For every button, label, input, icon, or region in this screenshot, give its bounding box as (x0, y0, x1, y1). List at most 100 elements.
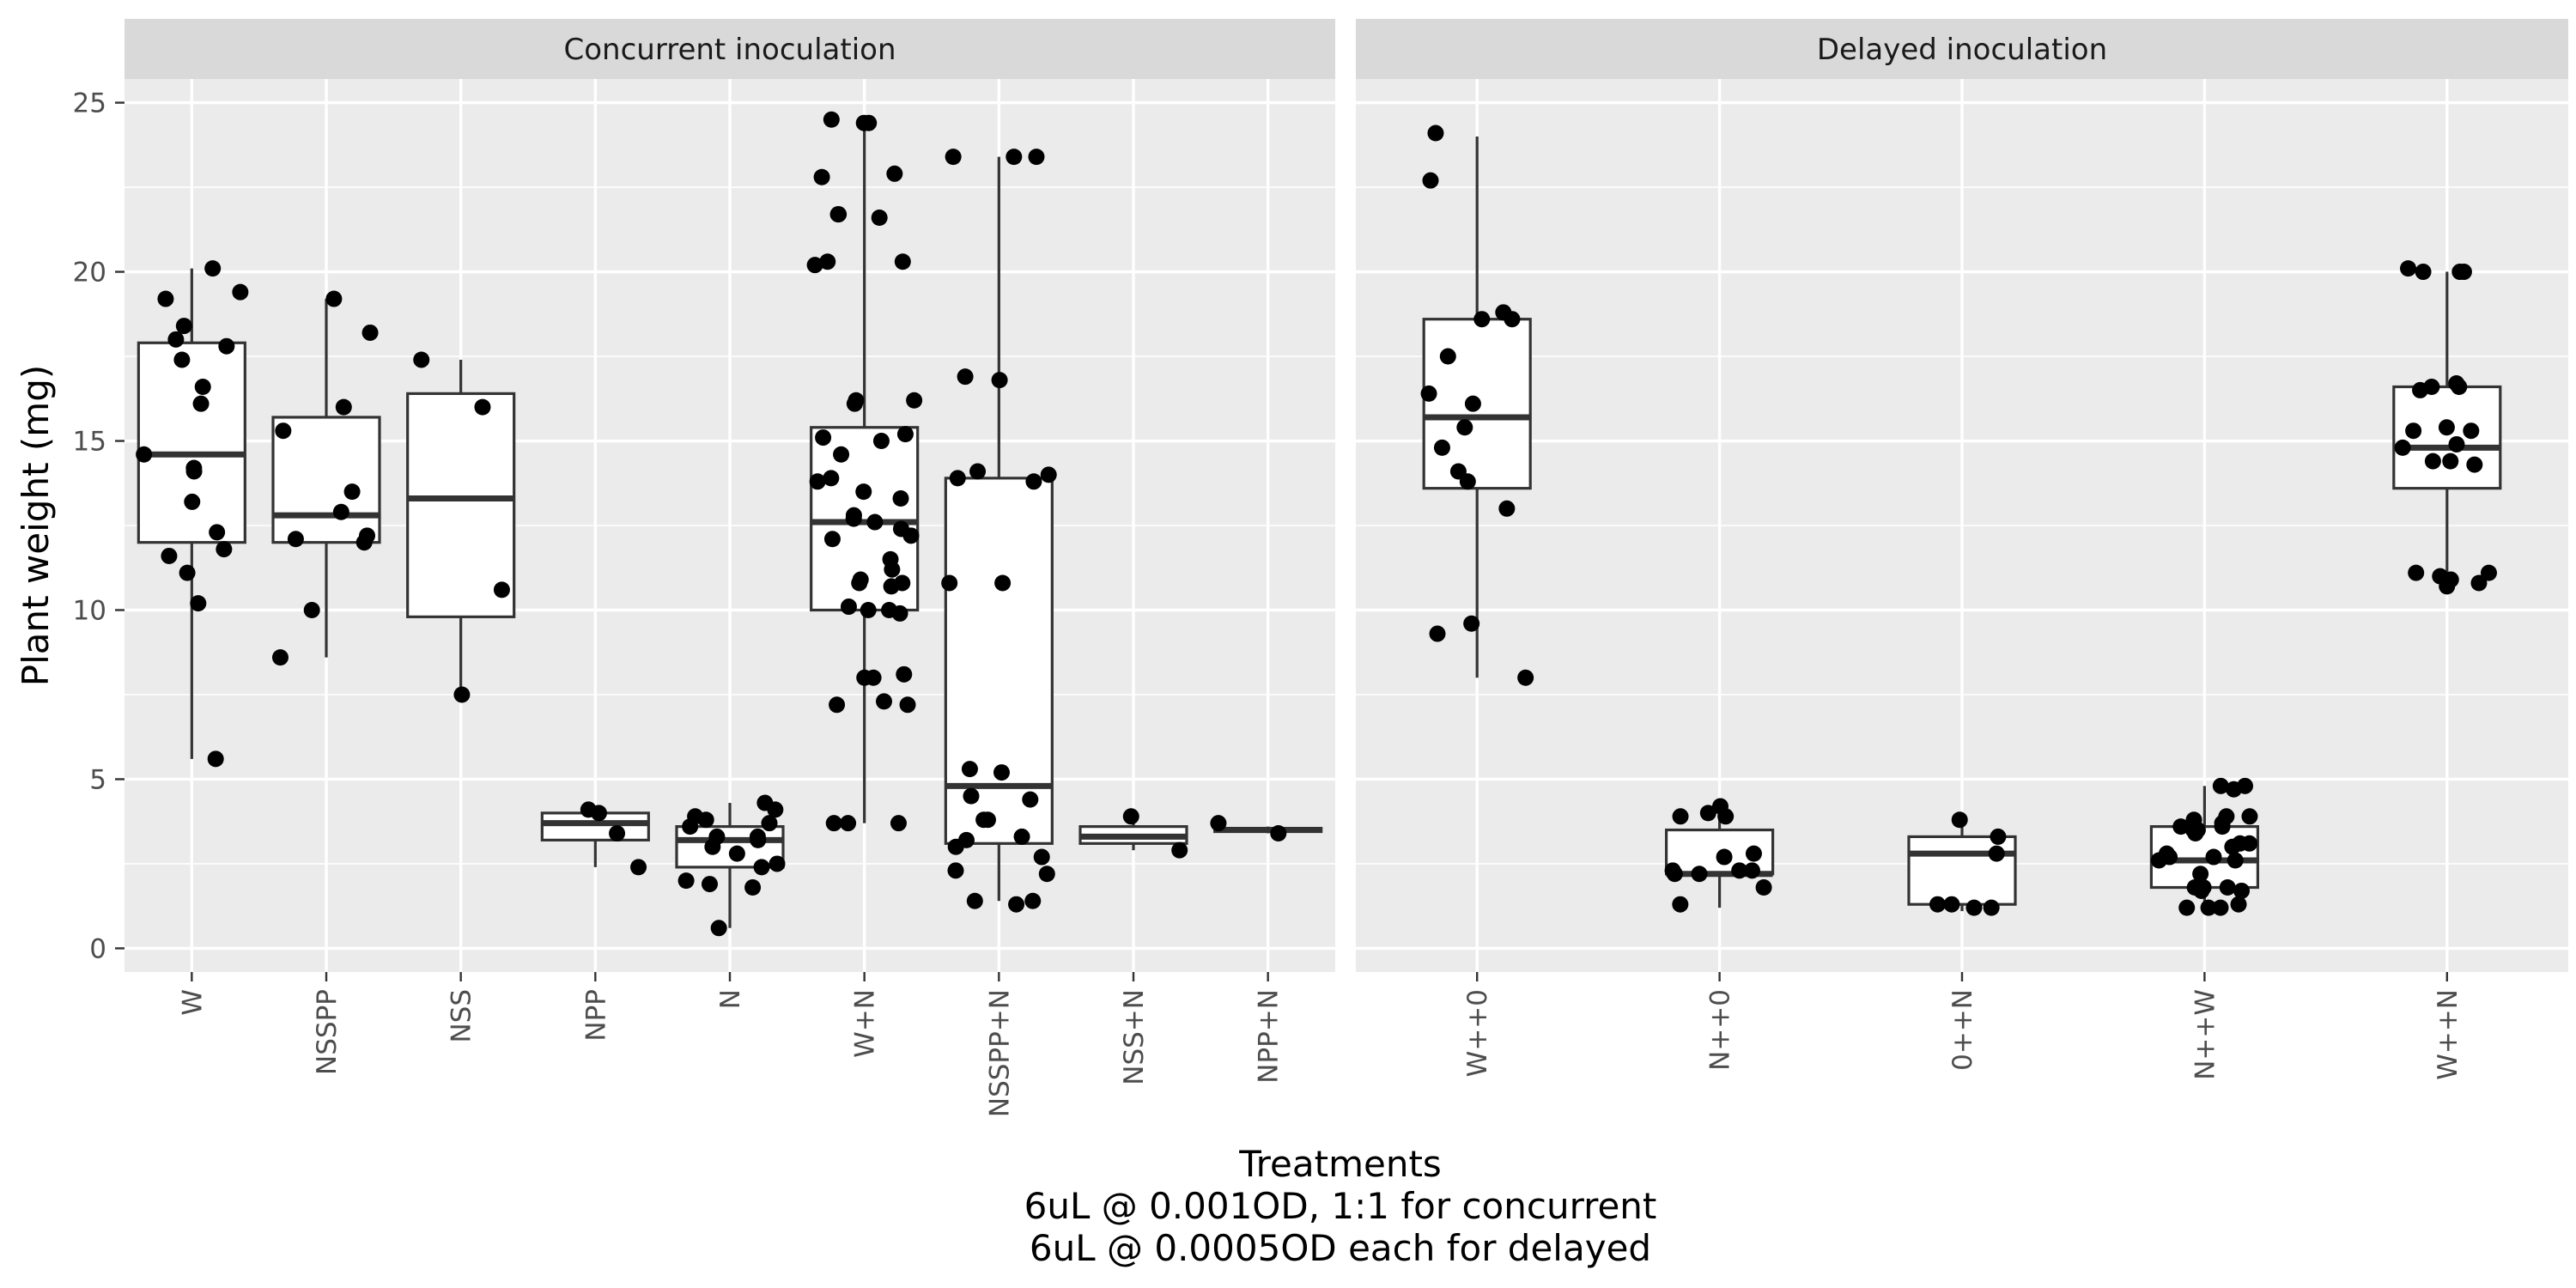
x-tick-label: 0++N (1947, 989, 1978, 1071)
data-point (855, 483, 872, 501)
data-point (1008, 896, 1025, 913)
x-axis-title-line-1: Treatments (1238, 1143, 1442, 1185)
x-axis-title-line-2: 6uL @ 0.001OD, 1:1 for concurrent (1024, 1185, 1657, 1227)
data-point (809, 473, 826, 490)
data-point (2408, 564, 2425, 581)
data-point (894, 574, 911, 592)
box-group-N (675, 794, 786, 937)
box-group-NSSPP (271, 290, 381, 666)
data-point (753, 859, 770, 876)
data-point (1473, 311, 1491, 328)
data-point (872, 433, 890, 450)
data-point (906, 392, 923, 409)
data-point (2172, 818, 2190, 835)
x-tick-label: W+N (850, 989, 881, 1058)
data-point (185, 459, 203, 477)
data-point (1463, 615, 1480, 632)
data-point (806, 257, 823, 274)
data-point (161, 547, 178, 564)
box-iqr (406, 392, 516, 618)
data-point (979, 811, 996, 829)
data-point (945, 149, 962, 166)
data-point (819, 253, 836, 270)
data-point (896, 426, 914, 443)
data-point (1429, 625, 1446, 642)
data-point (2405, 422, 2422, 440)
data-point (813, 168, 830, 185)
y-tick-label: 5 (89, 764, 106, 795)
y-tick-label: 15 (73, 427, 106, 458)
y-tick-label: 10 (73, 595, 106, 626)
y-axis: 0 5 10 15 20 25 (73, 88, 125, 964)
box-group-NSS (406, 351, 516, 703)
data-point (749, 828, 766, 845)
data-point (833, 446, 850, 463)
data-point (2212, 777, 2229, 794)
data-point (744, 879, 762, 896)
data-point (2219, 879, 2236, 896)
box-group-NSSPP+N (941, 149, 1057, 913)
data-point (1449, 463, 1467, 480)
data-point (769, 855, 786, 872)
data-point (1456, 419, 1473, 436)
data-point (1743, 862, 1760, 879)
data-point (2186, 879, 2203, 896)
data-point (1024, 892, 1042, 909)
data-point (173, 351, 191, 368)
data-point (1038, 866, 1055, 883)
data-point (823, 470, 840, 487)
data-point (232, 283, 249, 301)
x-tick-label: W (177, 989, 208, 1016)
x-tick-label: W++N (2433, 989, 2464, 1080)
facet-strip-label: Delayed inoculation (1817, 33, 2107, 67)
data-point (474, 398, 491, 416)
data-point (2400, 260, 2417, 277)
data-point (899, 696, 916, 714)
data-point (218, 337, 235, 355)
data-point (994, 574, 1012, 592)
data-point (855, 114, 872, 131)
data-point (287, 531, 304, 548)
data-point (335, 398, 352, 416)
x-tick-label: NPP (580, 989, 611, 1042)
data-point (957, 368, 974, 386)
data-point (825, 815, 842, 832)
y-tick-label: 0 (89, 933, 106, 964)
data-point (1022, 791, 1039, 808)
data-point (947, 862, 964, 879)
data-point (2178, 899, 2196, 916)
data-point (167, 331, 185, 348)
data-point (2185, 811, 2202, 829)
data-point (179, 564, 196, 581)
data-point (194, 378, 211, 395)
data-point (892, 489, 909, 507)
y-tick-label: 20 (73, 258, 106, 289)
data-point (963, 787, 980, 805)
data-point (1422, 172, 1439, 189)
data-point (993, 764, 1011, 781)
data-point (1433, 439, 1450, 456)
data-point (1498, 500, 1516, 517)
data-point (2227, 852, 2244, 869)
x-tick-label: NSS (447, 989, 477, 1043)
data-point (2466, 456, 2483, 473)
x-tick-label: NSSPP+N (984, 989, 1015, 1117)
data-point (957, 831, 975, 848)
box-group-NSS+N (1078, 808, 1188, 859)
data-point (1951, 811, 1968, 829)
data-point (1716, 848, 1733, 866)
data-point (493, 581, 510, 598)
facets: Concurrent inoculation W NSSPP NSS NPP N W+N NS… (125, 19, 2568, 1117)
data-point (708, 828, 726, 845)
x-tick-label: N++W (2190, 989, 2221, 1080)
facet-strip-label: Concurrent inoculation (564, 33, 896, 67)
data-point (1755, 879, 1772, 896)
data-point (157, 290, 174, 307)
data-point (343, 483, 361, 501)
data-point (1988, 845, 2005, 862)
data-point (856, 669, 873, 686)
facet-strip (125, 19, 1335, 79)
data-point (941, 574, 958, 592)
y-axis-title: Plant weight (mg) (15, 365, 57, 686)
